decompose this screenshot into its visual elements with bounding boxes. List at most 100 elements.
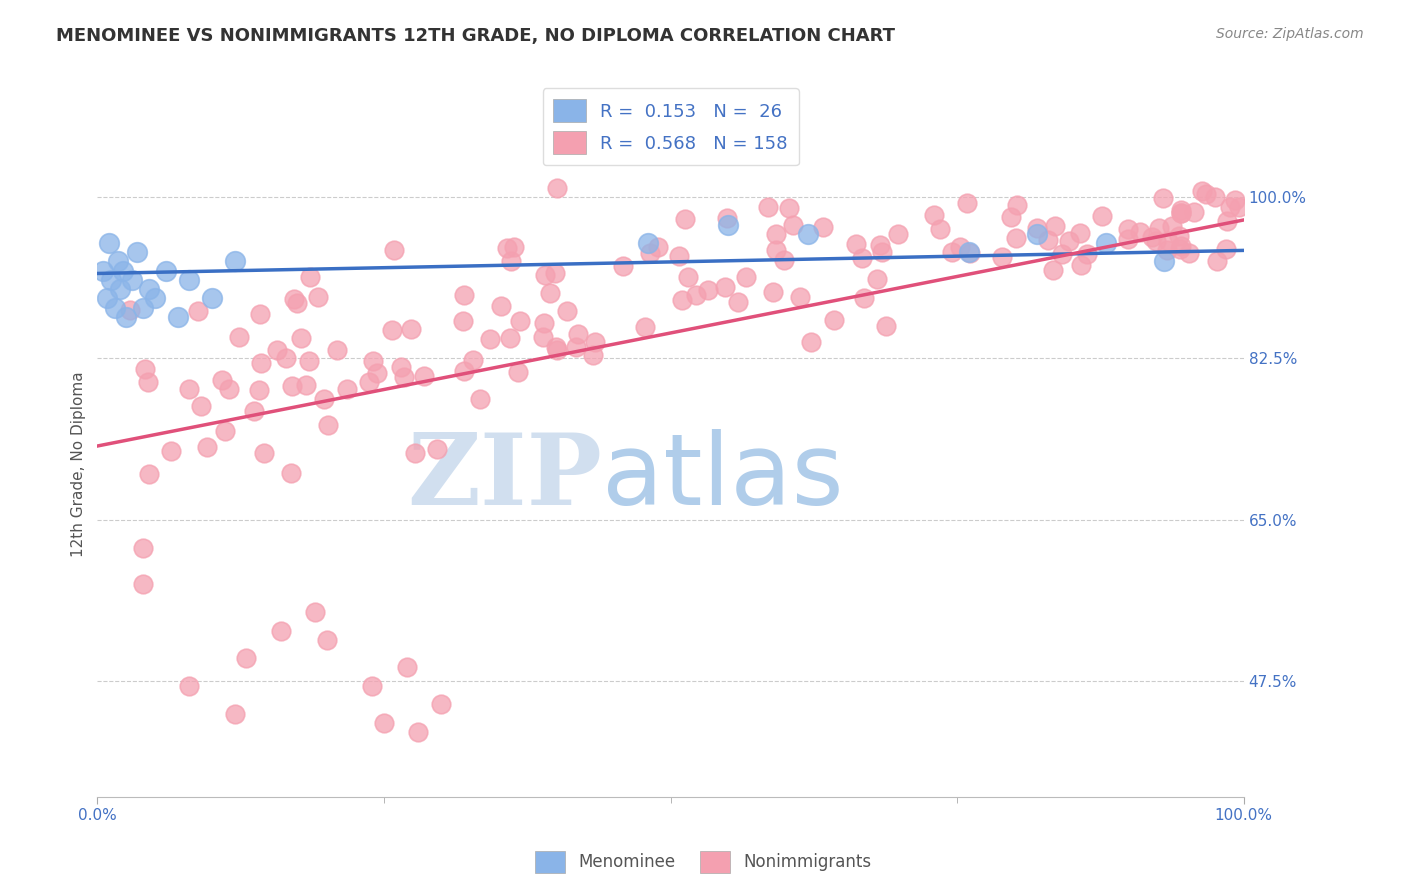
Point [166, 310, 188, 324]
Point [177, 383, 200, 397]
Point [1057, 234, 1080, 248]
Point [1043, 219, 1066, 234]
Point [1168, 229, 1191, 244]
Legend: Menominee, Nonimmigrants: Menominee, Nonimmigrants [527, 845, 879, 880]
Point [132, 577, 155, 591]
Point [392, 370, 415, 384]
Point [312, 392, 335, 406]
Point [118, 302, 141, 317]
Point [453, 364, 475, 378]
Point [159, 444, 181, 458]
Point [132, 541, 155, 555]
Point [1170, 239, 1192, 253]
Point [929, 221, 952, 235]
Point [957, 245, 980, 260]
Point [389, 360, 412, 375]
Point [266, 343, 288, 358]
Point [564, 339, 586, 353]
Legend: R =  0.153   N =  26, R =  0.568   N = 158: R = 0.153 N = 26, R = 0.568 N = 158 [543, 88, 799, 165]
Point [243, 404, 266, 418]
Point [716, 211, 738, 225]
Point [676, 270, 699, 285]
Point [668, 249, 690, 263]
Point [453, 288, 475, 302]
Point [91, 263, 114, 277]
Point [201, 292, 224, 306]
Point [190, 399, 212, 413]
Point [534, 268, 557, 282]
Point [959, 246, 981, 260]
Point [283, 292, 305, 306]
Point [413, 369, 436, 384]
Point [499, 331, 522, 345]
Point [280, 379, 302, 393]
Point [1004, 230, 1026, 244]
Point [132, 301, 155, 315]
Point [1000, 211, 1022, 225]
Point [727, 294, 749, 309]
Point [509, 313, 531, 327]
Point [468, 392, 491, 406]
Point [1042, 262, 1064, 277]
Point [1205, 253, 1227, 268]
Point [756, 200, 779, 214]
Point [869, 237, 891, 252]
Point [107, 254, 129, 268]
Point [1191, 184, 1213, 198]
Point [404, 446, 426, 460]
Point [533, 316, 555, 330]
Point [127, 245, 149, 260]
Text: ZIP: ZIP [406, 429, 602, 526]
Point [134, 361, 156, 376]
Point [97, 235, 120, 250]
Point [451, 314, 474, 328]
Point [110, 282, 132, 296]
Point [295, 378, 318, 392]
Point [253, 445, 276, 459]
Point [100, 273, 122, 287]
Point [1153, 254, 1175, 268]
Point [1194, 186, 1216, 201]
Point [634, 319, 657, 334]
Point [363, 354, 385, 368]
Point [797, 227, 820, 241]
Point [361, 679, 384, 693]
Point [373, 715, 395, 730]
Point [408, 725, 430, 739]
Point [326, 343, 349, 357]
Point [479, 332, 502, 346]
Point [1160, 219, 1182, 233]
Point [1219, 200, 1241, 214]
Text: Source: ZipAtlas.com: Source: ZipAtlas.com [1216, 27, 1364, 41]
Point [778, 201, 800, 215]
Point [285, 295, 308, 310]
Point [503, 240, 526, 254]
Point [765, 227, 787, 241]
Point [121, 273, 143, 287]
Point [640, 245, 662, 260]
Point [1050, 247, 1073, 261]
Point [1069, 226, 1091, 240]
Point [875, 319, 897, 334]
Point [235, 651, 257, 665]
Point [298, 270, 321, 285]
Point [800, 334, 823, 349]
Point [546, 180, 568, 194]
Point [685, 288, 707, 302]
Point [395, 660, 418, 674]
Point [316, 418, 339, 433]
Point [717, 218, 740, 232]
Point [886, 227, 908, 242]
Point [250, 356, 273, 370]
Point [247, 383, 270, 397]
Point [138, 282, 160, 296]
Point [1170, 202, 1192, 217]
Text: MENOMINEE VS NONIMMIGRANTS 12TH GRADE, NO DIPLOMA CORRELATION CHART: MENOMINEE VS NONIMMIGRANTS 12TH GRADE, N… [56, 27, 896, 45]
Point [136, 375, 159, 389]
Point [138, 467, 160, 481]
Point [845, 237, 868, 252]
Point [197, 440, 219, 454]
Point [823, 313, 845, 327]
Point [1026, 227, 1049, 241]
Point [298, 354, 321, 368]
